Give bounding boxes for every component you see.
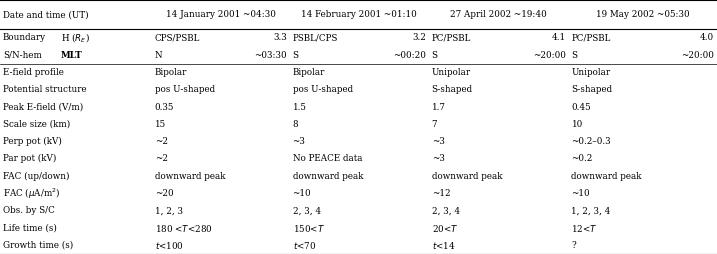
Text: S-shaped: S-shaped: [571, 85, 612, 94]
Text: 10: 10: [571, 120, 583, 129]
Text: ~10: ~10: [571, 189, 590, 198]
Text: 180 <$T$<280: 180 <$T$<280: [155, 223, 212, 234]
Text: S/N-hem: S/N-hem: [3, 51, 42, 60]
Text: ?: ?: [571, 241, 576, 250]
Text: $t$<70: $t$<70: [293, 240, 316, 251]
Text: 14 February 2001 ~01:10: 14 February 2001 ~01:10: [301, 10, 417, 19]
Text: ~3: ~3: [432, 137, 445, 146]
Text: 150<$T$: 150<$T$: [293, 223, 325, 234]
Text: ~03:30: ~03:30: [254, 51, 287, 60]
Text: 0.45: 0.45: [571, 103, 591, 112]
Text: 20<$T$: 20<$T$: [432, 223, 458, 234]
Text: PSBL/CPS: PSBL/CPS: [293, 33, 338, 42]
Text: ~10: ~10: [293, 189, 311, 198]
Text: Bipolar: Bipolar: [293, 68, 325, 77]
Text: Date and time (UT): Date and time (UT): [3, 10, 88, 19]
Text: 4.1: 4.1: [551, 33, 566, 42]
Text: 12<$T$: 12<$T$: [571, 223, 598, 234]
Text: ~3: ~3: [293, 137, 305, 146]
Text: Potential structure: Potential structure: [3, 85, 87, 94]
Text: H ($R_E$): H ($R_E$): [61, 31, 90, 44]
Text: 1, 2, 3, 4: 1, 2, 3, 4: [571, 206, 611, 215]
Text: Par pot (kV): Par pot (kV): [3, 154, 56, 164]
Text: E-field profile: E-field profile: [3, 68, 64, 77]
Text: S: S: [571, 51, 577, 60]
Text: ~20: ~20: [155, 189, 174, 198]
Text: N: N: [155, 51, 163, 60]
Text: 4.0: 4.0: [700, 33, 714, 42]
Text: 15: 15: [155, 120, 166, 129]
Text: 27 April 2002 ~19:40: 27 April 2002 ~19:40: [450, 10, 547, 19]
Text: ~2: ~2: [155, 154, 168, 163]
Text: ~0.2: ~0.2: [571, 154, 593, 163]
Text: Boundary: Boundary: [3, 33, 46, 42]
Text: No PEACE data: No PEACE data: [293, 154, 362, 163]
Text: downward peak: downward peak: [155, 172, 225, 181]
Text: ~0.2–0.3: ~0.2–0.3: [571, 137, 611, 146]
Text: ~20:00: ~20:00: [533, 51, 566, 60]
Text: downward peak: downward peak: [571, 172, 642, 181]
Text: Life time (s): Life time (s): [3, 224, 57, 233]
Text: $t$<14: $t$<14: [432, 240, 455, 251]
Text: $t$<100: $t$<100: [155, 240, 184, 251]
Text: downward peak: downward peak: [293, 172, 363, 181]
Text: 1.7: 1.7: [432, 103, 446, 112]
Text: ~2: ~2: [155, 137, 168, 146]
Text: Bipolar: Bipolar: [155, 68, 187, 77]
Text: ~3: ~3: [432, 154, 445, 163]
Text: S-shaped: S-shaped: [432, 85, 473, 94]
Text: downward peak: downward peak: [432, 172, 502, 181]
Text: 14 January 2001 ~04:30: 14 January 2001 ~04:30: [166, 10, 276, 19]
Text: 3.3: 3.3: [273, 33, 287, 42]
Text: 3.2: 3.2: [412, 33, 426, 42]
Text: ~00:20: ~00:20: [393, 51, 426, 60]
Text: 7: 7: [432, 120, 437, 129]
Text: 1, 2, 3: 1, 2, 3: [155, 206, 183, 215]
Text: Obs. by S/C: Obs. by S/C: [3, 206, 54, 215]
Text: 1.5: 1.5: [293, 103, 306, 112]
Text: Scale size (km): Scale size (km): [3, 120, 70, 129]
Text: Perp pot (kV): Perp pot (kV): [3, 137, 62, 146]
Text: S: S: [293, 51, 298, 60]
Text: MLT: MLT: [61, 51, 82, 60]
Text: Growth time (s): Growth time (s): [3, 241, 73, 250]
Text: 19 May 2002 ~05:30: 19 May 2002 ~05:30: [596, 10, 690, 19]
Text: 2, 3, 4: 2, 3, 4: [293, 206, 320, 215]
Text: PC/PSBL: PC/PSBL: [571, 33, 611, 42]
Text: ~12: ~12: [432, 189, 450, 198]
Text: 2, 3, 4: 2, 3, 4: [432, 206, 460, 215]
Text: pos U-shaped: pos U-shaped: [155, 85, 215, 94]
Text: 0.35: 0.35: [155, 103, 174, 112]
Text: Unipolar: Unipolar: [571, 68, 611, 77]
Text: Unipolar: Unipolar: [432, 68, 471, 77]
Text: pos U-shaped: pos U-shaped: [293, 85, 353, 94]
Text: Peak E-field (V/m): Peak E-field (V/m): [3, 103, 83, 112]
Text: ~20:00: ~20:00: [681, 51, 714, 60]
Text: FAC ($\mu$A/m$^2$): FAC ($\mu$A/m$^2$): [3, 186, 60, 201]
Text: CPS/PSBL: CPS/PSBL: [155, 33, 200, 42]
Text: S: S: [432, 51, 437, 60]
Text: FAC (up/down): FAC (up/down): [3, 172, 70, 181]
Text: PC/PSBL: PC/PSBL: [432, 33, 471, 42]
Text: 8: 8: [293, 120, 298, 129]
